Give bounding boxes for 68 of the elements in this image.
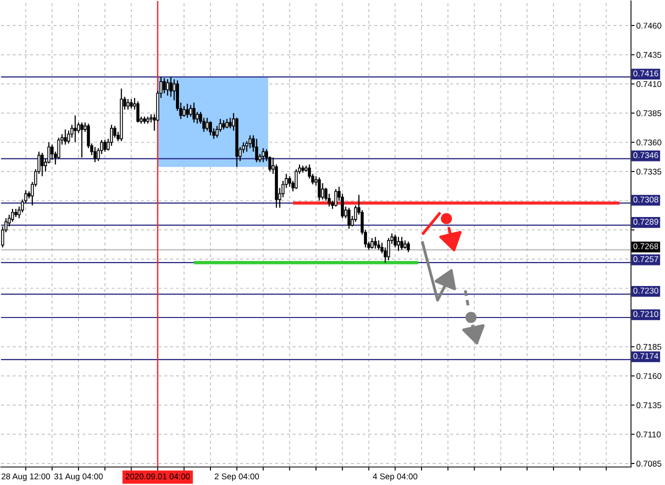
ref-line-label: 0.7257	[633, 256, 658, 262]
candlestick	[113, 125, 116, 138]
candlestick	[186, 103, 189, 118]
y-tick-label: 0.7460	[636, 22, 662, 29]
candlestick	[370, 238, 374, 250]
y-tick-label: 0.7160	[636, 373, 662, 380]
y-tick-label: 0.7435	[636, 52, 662, 58]
y-tick-label: 0.7085	[636, 460, 662, 467]
candlestick	[394, 234, 397, 248]
candlestick	[130, 98, 133, 110]
candlestick	[40, 152, 44, 177]
candlestick	[136, 100, 140, 124]
candlestick	[50, 144, 54, 160]
ref-line-label: 0.7230	[633, 288, 658, 294]
y-tick-label: 0.7110	[636, 432, 661, 438]
candlestick	[11, 208, 14, 222]
candlestick	[248, 134, 252, 149]
candlestick	[206, 117, 209, 132]
candlestick	[222, 120, 226, 130]
candlestick	[225, 118, 228, 129]
candlestick	[255, 138, 258, 163]
candlestick	[162, 78, 166, 94]
candlestick	[166, 78, 170, 96]
ref-line-label: 0.7268	[633, 243, 658, 250]
candlestick	[334, 188, 338, 208]
candlestick	[74, 114, 77, 143]
candlestick	[387, 238, 390, 261]
x-tick-label: 2020.09.01 04:00	[126, 473, 190, 480]
candlestick	[196, 111, 199, 124]
y-tick-label: 0.7410	[636, 81, 662, 88]
y-tick-label: 0.7135	[636, 402, 662, 408]
candlestick	[400, 236, 404, 250]
candlestick	[262, 148, 265, 163]
candlestick	[192, 102, 196, 124]
candlestick	[321, 182, 324, 200]
candlestick	[374, 236, 377, 250]
ref-line-label: 0.7174	[633, 353, 658, 360]
ref-line-label: 0.7210	[633, 311, 658, 317]
candlestick	[347, 207, 350, 230]
ref-line-label: 0.7308	[633, 196, 658, 203]
x-tick-label: 4 Sep 04:00	[372, 473, 418, 482]
candlestick	[103, 139, 106, 152]
y-tick-label: 0.7360	[636, 140, 662, 146]
y-tick-label: 0.7335	[636, 168, 662, 175]
candlestick	[80, 122, 84, 158]
candlestick	[228, 117, 232, 129]
x-tick-label: 31 Aug 04:00	[54, 473, 103, 482]
candlestick	[169, 76, 172, 98]
candlestick	[288, 176, 292, 188]
candlestick	[64, 128, 67, 146]
candlestick	[294, 168, 298, 190]
candlestick	[110, 124, 114, 146]
candlestick	[182, 106, 186, 118]
y-tick-label: 0.7385	[636, 110, 662, 116]
ref-line-label: 0.7346	[633, 152, 658, 158]
y-tick-label: 0.7185	[636, 344, 662, 350]
candlestick	[208, 120, 212, 136]
candlestick	[189, 104, 192, 118]
x-tick-label: 28 Aug 12:00	[2, 473, 50, 482]
candlestick	[377, 240, 380, 250]
candlestick	[406, 241, 410, 253]
candlestick	[318, 176, 321, 202]
candlestick	[93, 146, 97, 163]
candlestick	[126, 98, 130, 110]
candlestick	[396, 236, 400, 252]
ref-line-label: 0.7289	[633, 218, 658, 225]
x-tick-label: 2 Sep 04:00	[214, 473, 259, 482]
ref-line-label: 0.7416	[633, 70, 658, 76]
